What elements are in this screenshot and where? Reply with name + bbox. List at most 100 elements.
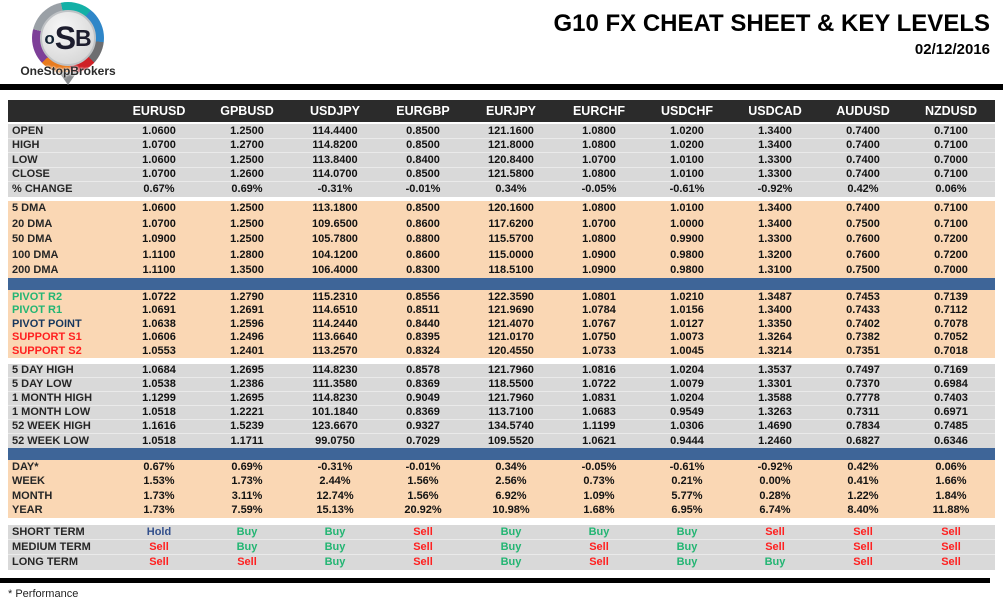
table-cell-nzdusd: 0.7169 — [934, 364, 968, 376]
table-cell-nzdusd: 1.84% — [935, 489, 967, 502]
table-cell-eurjpy: 10.98% — [492, 504, 530, 517]
section-gap — [8, 517, 995, 525]
table-cell-eurusd: 1.1616 — [142, 420, 176, 432]
table-cell-eurchf: 1.0683 — [582, 406, 616, 418]
table-cell-nzdusd: 0.7403 — [934, 392, 968, 404]
table-cell-eurusd: 1.0606 — [142, 331, 176, 344]
table-cell-usdchf: Buy — [676, 556, 698, 568]
table-cell-eurjpy: 113.7100 — [488, 406, 534, 418]
table-cell-eurgbp: Sell — [413, 556, 433, 568]
table-cell-eurjpy: 121.5800 — [488, 168, 534, 181]
row-label: 200 DMA — [12, 264, 59, 277]
table-cell-usdchf: 0.9549 — [670, 406, 704, 418]
table-row-5-dma: 5 DMA 1.0600 1.2500 113.1800 0.8500 120.1600 1… — [8, 201, 995, 217]
table-cell-usdchf: 6.95% — [671, 504, 703, 517]
table-cell-gpbusd: 1.2500 — [230, 233, 264, 246]
table-cell-audusd: 0.7600 — [846, 233, 880, 246]
table-cell-usdcad: 1.3300 — [758, 153, 792, 166]
table-cell-eurusd: Hold — [146, 525, 172, 538]
section-ranges: 5 DAY HIGH 1.0684 1.2695 114.8230 0.8578 121.… — [8, 363, 995, 448]
table-cell-usdchf: 1.0200 — [670, 124, 704, 137]
row-label: 50 DMA — [12, 233, 53, 246]
table-cell-nzdusd: 0.6346 — [934, 434, 968, 447]
logo-letter-s: S — [54, 20, 76, 56]
footer-divider — [0, 577, 990, 583]
table-cell-usdcad: 1.3400 — [758, 217, 792, 230]
table-row-month: MONTH 1.73% 3.11% 12.74% 1.56% 6.92% 1.09% 5.77… — [8, 489, 995, 504]
table-row-week: WEEK 1.53% 1.73% 2.44% 1.56% 2.56% 0.73% 0.21% 0… — [8, 474, 995, 489]
table-cell-eurchf: 1.0733 — [582, 344, 616, 357]
table-cell-eurchf: 1.0700 — [582, 153, 616, 166]
table-cell-eurjpy: 121.1600 — [488, 124, 534, 137]
table-cell-gpbusd: 1.2695 — [230, 392, 264, 404]
table-cell-audusd: 0.6827 — [846, 434, 880, 447]
table-cell-eurusd: 1.0638 — [142, 317, 176, 330]
title-block: G10 FX CHEAT SHEET & KEY LEVELS 02/12/20… — [553, 10, 990, 58]
table-cell-gpbusd: 1.2790 — [230, 290, 264, 303]
row-label: PIVOT POINT — [12, 317, 82, 330]
section-signals: SHORT TERM Hold Buy Buy Sell Buy Buy Buy Sell Sel… — [8, 524, 995, 570]
table-cell-gpbusd: Buy — [236, 540, 258, 553]
table-cell-audusd: Sell — [853, 540, 873, 553]
table-cell-usdchf: 1.0156 — [670, 304, 704, 317]
table-cell-audusd: 0.7400 — [846, 202, 880, 215]
table-cell-usdcad: 1.3537 — [758, 364, 792, 376]
table-cell-nzdusd: 11.88% — [932, 504, 970, 517]
table-row-pivot-point: PIVOT POINT 1.0638 1.2596 114.2440 0.8440 121… — [8, 317, 995, 331]
table-cell-audusd: 0.7400 — [846, 124, 880, 137]
table-row-year: YEAR 1.73% 7.59% 15.13% 20.92% 10.98% 1.68% 6.9… — [8, 503, 995, 518]
table-row--change: % CHANGE 0.67% 0.69% -0.31% -0.01% 0.34% -0.05… — [8, 182, 995, 197]
table-cell-usdchf: 1.0045 — [670, 344, 704, 357]
table-cell-audusd: 0.7400 — [846, 153, 880, 166]
table-cell-audusd: 0.42% — [847, 460, 879, 473]
table-cell-eurusd: 1.73% — [143, 504, 175, 517]
table-cell-gpbusd: 1.2600 — [230, 168, 264, 181]
table-cell-nzdusd: 0.7200 — [934, 233, 968, 246]
table-cell-usdcad: 1.3214 — [758, 344, 792, 357]
row-label: MONTH — [12, 489, 53, 502]
table-cell-usdcad: 6.74% — [759, 504, 791, 517]
section-gap — [8, 357, 995, 364]
table-cell-audusd: Sell — [853, 556, 873, 568]
row-label: % CHANGE — [12, 183, 73, 196]
table-cell-eurchf: 1.0750 — [582, 331, 616, 344]
table-cell-audusd: 0.7500 — [846, 264, 880, 277]
table-cell-nzdusd: 0.7100 — [934, 168, 968, 181]
table-cell-usdjpy: Buy — [324, 540, 346, 553]
table-cell-eurchf: 1.68% — [583, 504, 615, 517]
table-cell-audusd: 0.7400 — [846, 139, 880, 152]
table-cell-usdjpy: 105.7800 — [312, 233, 358, 246]
row-label: LONG TERM — [12, 556, 78, 568]
table-cell-eurgbp: 0.8324 — [406, 344, 440, 357]
table-cell-usdchf: 1.0100 — [670, 202, 704, 215]
table-cell-usdjpy: 101.1840 — [312, 406, 358, 418]
section-performance: DAY* 0.67% 0.69% -0.31% -0.01% 0.34% -0.05% -0.… — [8, 459, 995, 518]
row-label: PIVOT R1 — [12, 304, 63, 317]
column-header-gpbusd: GPBUSD — [220, 104, 274, 118]
table-cell-nzdusd: 0.7100 — [934, 124, 968, 137]
table-cell-eurchf: 1.09% — [583, 489, 615, 502]
row-label: 5 DMA — [12, 202, 47, 215]
table-cell-gpbusd: 1.2500 — [230, 153, 264, 166]
table-cell-eurgbp: 0.8395 — [406, 331, 440, 344]
table-cell-eurgbp: 1.56% — [407, 489, 439, 502]
table-cell-usdjpy: 115.2310 — [312, 290, 358, 303]
table-cell-eurgbp: 0.8400 — [406, 153, 440, 166]
row-label: PIVOT R2 — [12, 290, 63, 303]
table-row-1-month-low: 1 MONTH LOW 1.0518 1.2221 101.1840 0.8369 113… — [8, 406, 995, 420]
table-cell-eurchf: 1.0900 — [582, 248, 616, 261]
table-cell-usdcad: Sell — [765, 540, 785, 553]
table-cell-gpbusd: 0.69% — [231, 460, 263, 473]
table-cell-eurchf: Buy — [588, 525, 610, 538]
table-cell-eurchf: Sell — [589, 556, 609, 568]
table-cell-eurgbp: 0.8369 — [406, 378, 440, 390]
table-row-low: LOW 1.0600 1.2500 113.8400 0.8400 120.8400 1.0… — [8, 153, 995, 168]
table-cell-audusd: 0.7600 — [846, 248, 880, 261]
table-cell-eurjpy: 120.8400 — [488, 153, 534, 166]
row-label: 1 MONTH LOW — [12, 406, 91, 418]
table-cell-nzdusd: 0.7000 — [934, 264, 968, 277]
table-cell-usdjpy: 114.8200 — [312, 139, 358, 152]
table-cell-eurgbp: 0.8600 — [406, 217, 440, 230]
row-label: 52 WEEK HIGH — [12, 420, 91, 432]
